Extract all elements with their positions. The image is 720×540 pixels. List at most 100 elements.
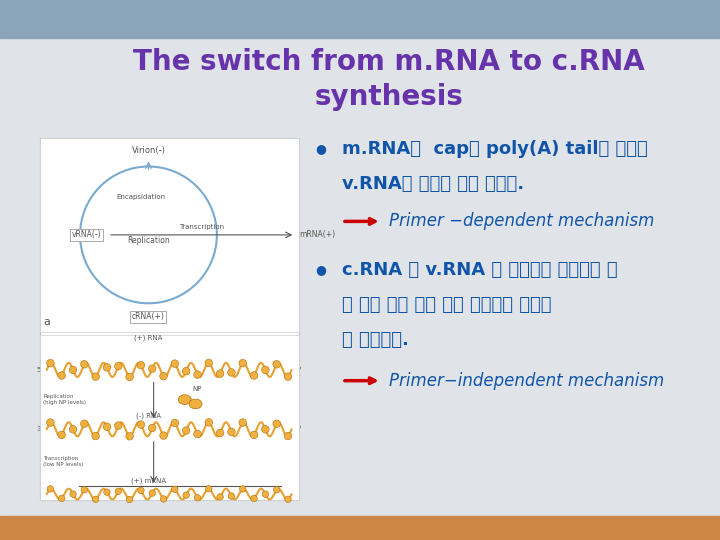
Text: v.RNA와 모양이 조금 다르다.: v.RNA와 모양이 조금 다르다.	[342, 174, 524, 193]
Ellipse shape	[103, 363, 111, 371]
Ellipse shape	[240, 485, 246, 492]
Ellipse shape	[58, 431, 66, 438]
Text: 3': 3'	[37, 426, 43, 433]
Ellipse shape	[262, 491, 269, 497]
Ellipse shape	[58, 372, 66, 379]
Ellipse shape	[273, 361, 281, 368]
Text: cRNA(+): cRNA(+)	[132, 312, 165, 321]
Text: (+) mRNA: (+) mRNA	[131, 477, 166, 484]
Ellipse shape	[217, 494, 223, 500]
Ellipse shape	[251, 372, 258, 379]
Ellipse shape	[251, 495, 257, 502]
Ellipse shape	[47, 359, 54, 367]
Ellipse shape	[81, 420, 88, 428]
Ellipse shape	[194, 430, 202, 438]
Ellipse shape	[81, 361, 88, 368]
Ellipse shape	[92, 496, 99, 503]
Ellipse shape	[171, 419, 179, 427]
Text: (+) RNA: (+) RNA	[134, 334, 163, 341]
Bar	[40, 138, 299, 332]
Ellipse shape	[127, 496, 133, 503]
Ellipse shape	[171, 360, 179, 367]
Bar	[0, 0, 720, 38]
Ellipse shape	[239, 418, 246, 426]
Text: synthesis: synthesis	[315, 83, 463, 111]
Ellipse shape	[160, 432, 167, 440]
Ellipse shape	[171, 486, 178, 492]
Ellipse shape	[189, 399, 202, 409]
Ellipse shape	[70, 491, 76, 497]
Ellipse shape	[182, 367, 190, 375]
Text: mRNA(+): mRNA(+)	[299, 231, 335, 239]
Ellipse shape	[273, 420, 281, 428]
Ellipse shape	[126, 433, 133, 440]
Text: Primer −dependent mechanism: Primer −dependent mechanism	[389, 212, 654, 231]
Text: 인 가닥이다.: 인 가닥이다.	[342, 331, 409, 349]
Bar	[40, 138, 299, 500]
Ellipse shape	[216, 370, 224, 377]
Text: c.RNA 는 v.RNA 를 주형으로 복제되어 더: c.RNA 는 v.RNA 를 주형으로 복제되어 더	[342, 261, 618, 279]
Text: Replication: Replication	[127, 236, 170, 245]
Ellipse shape	[182, 427, 190, 434]
Ellipse shape	[216, 429, 224, 437]
Text: 5': 5'	[295, 426, 302, 433]
Ellipse shape	[148, 424, 156, 432]
Ellipse shape	[274, 487, 280, 493]
Ellipse shape	[228, 428, 235, 436]
Ellipse shape	[58, 495, 65, 502]
Ellipse shape	[104, 489, 110, 495]
Ellipse shape	[261, 426, 269, 433]
Ellipse shape	[284, 373, 292, 381]
Ellipse shape	[206, 485, 212, 492]
Text: a: a	[43, 316, 50, 327]
Ellipse shape	[114, 362, 122, 370]
Ellipse shape	[48, 485, 54, 492]
Ellipse shape	[228, 369, 235, 376]
Ellipse shape	[47, 418, 54, 426]
Ellipse shape	[161, 496, 167, 502]
Text: Primer−independent mechanism: Primer−independent mechanism	[389, 372, 664, 390]
Ellipse shape	[69, 426, 77, 433]
Text: b: b	[47, 484, 52, 493]
Ellipse shape	[194, 371, 202, 379]
Ellipse shape	[160, 373, 167, 380]
Text: m.RNA는  cap과 poly(A) tail이 있어서: m.RNA는 cap과 poly(A) tail이 있어서	[342, 139, 648, 158]
Ellipse shape	[126, 373, 133, 381]
Ellipse shape	[137, 361, 145, 369]
Text: 5': 5'	[37, 367, 43, 373]
Text: Virion(-): Virion(-)	[132, 146, 166, 155]
Ellipse shape	[92, 373, 99, 381]
Ellipse shape	[114, 422, 122, 429]
Text: Transcription
(low NP levels): Transcription (low NP levels)	[43, 456, 84, 467]
Text: NP: NP	[192, 386, 202, 392]
Text: ●: ●	[315, 264, 326, 276]
Text: Transcription: Transcription	[179, 224, 224, 230]
Ellipse shape	[137, 421, 145, 428]
Text: Replication
(high NP levels): Replication (high NP levels)	[43, 394, 86, 405]
Ellipse shape	[251, 431, 258, 438]
Text: (-) RNA: (-) RNA	[136, 413, 161, 419]
Ellipse shape	[205, 418, 212, 426]
Text: The switch from m.RNA to c.RNA: The switch from m.RNA to c.RNA	[133, 48, 644, 76]
Bar	[0, 516, 720, 540]
Bar	[0, 38, 720, 516]
Ellipse shape	[69, 366, 77, 374]
Ellipse shape	[194, 495, 201, 501]
Text: cap: cap	[61, 483, 73, 489]
Text: Encapsidation: Encapsidation	[117, 194, 166, 200]
Ellipse shape	[92, 433, 99, 440]
Text: An: An	[288, 483, 297, 489]
Ellipse shape	[103, 423, 111, 430]
Ellipse shape	[138, 487, 144, 494]
Ellipse shape	[183, 492, 189, 498]
Text: ●: ●	[315, 142, 326, 155]
Ellipse shape	[115, 488, 122, 495]
Ellipse shape	[261, 366, 269, 374]
Ellipse shape	[228, 493, 235, 500]
Text: vRNA(-): vRNA(-)	[71, 231, 102, 239]
Text: 한 것도 빠진 것도 없는 완백하게 상보적: 한 것도 빠진 것도 없는 완백하게 상보적	[342, 296, 552, 314]
Ellipse shape	[239, 359, 246, 367]
Text: 3': 3'	[295, 367, 302, 373]
Ellipse shape	[205, 359, 212, 367]
Ellipse shape	[285, 496, 291, 503]
